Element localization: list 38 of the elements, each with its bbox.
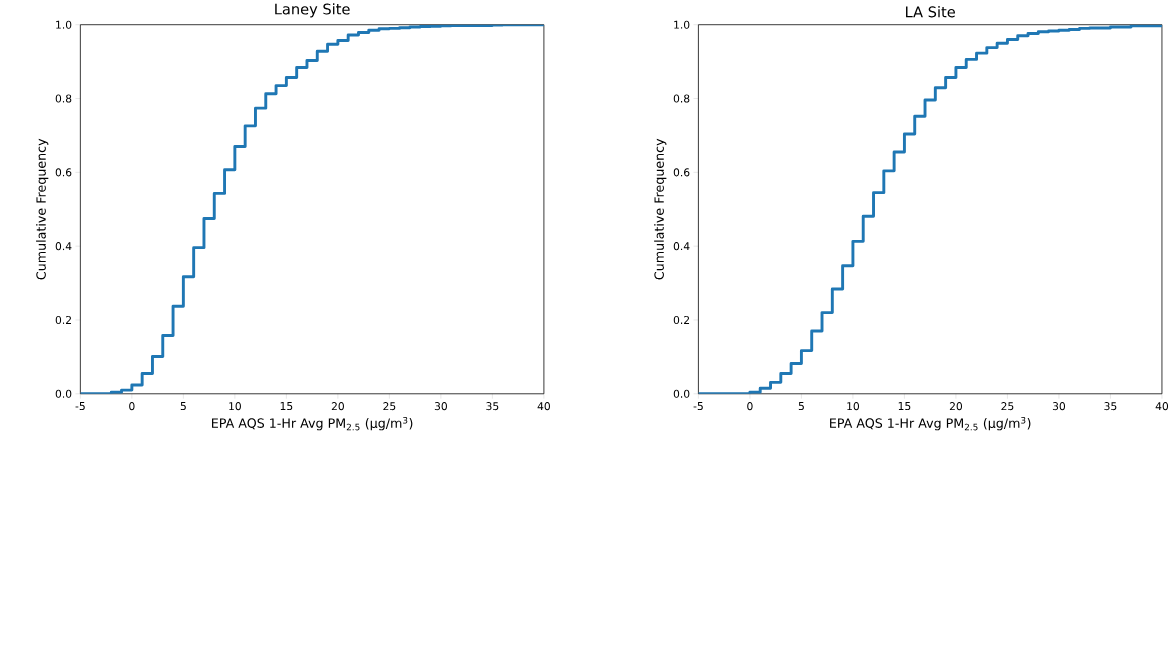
x-tick-label: 10 (229, 402, 241, 411)
y-tick-label: 0.4 (55, 242, 72, 251)
y-tick-label: 0.4 (673, 242, 690, 251)
y-tick-label: 0.8 (55, 94, 72, 103)
x-tick-label: 30 (434, 402, 447, 411)
x-tick-label: 35 (486, 402, 499, 411)
chart-title: LA Site (906, 6, 955, 18)
x-tick-label: 30 (1052, 402, 1066, 411)
x-tick-label: 20 (949, 402, 963, 411)
x-tick-label: 15 (898, 402, 911, 411)
chart-title: Laney Site (275, 3, 350, 18)
x-tick-label: 5 (180, 402, 186, 411)
x-tick-label: -5 (693, 402, 703, 411)
y-axis-title: Cumulative Frequency (654, 138, 667, 280)
y-axis-title: Cumulative Frequency (36, 138, 49, 280)
x-axis-title: EPA AQS 1-Hr Avg PM$_{2.5}$ (µg/m$^{3}$) (830, 416, 1031, 431)
x-tick-label: 25 (383, 402, 396, 411)
y-tick-label: 0.6 (55, 168, 72, 177)
y-tick-label: 1.0 (56, 20, 72, 29)
y-tick-label: 1.0 (674, 20, 690, 29)
x-tick-label: 10 (847, 402, 860, 411)
y-tick-label: 0.0 (673, 389, 690, 398)
y-tick-label: 0.2 (55, 316, 71, 325)
x-tick-label: -5 (75, 402, 85, 411)
x-tick-label: 20 (331, 402, 344, 411)
x-tick-label: 15 (280, 402, 293, 411)
x-tick-label: 25 (1001, 402, 1014, 411)
x-tick-label: 40 (537, 402, 550, 411)
x-tick-label: 0 (129, 402, 135, 411)
y-tick-label: 0.8 (673, 94, 690, 103)
x-tick-label: 40 (1155, 402, 1169, 411)
x-tick-label: 5 (798, 402, 804, 411)
y-tick-label: 0.6 (673, 168, 690, 177)
y-tick-label: 0.0 (55, 389, 72, 398)
x-tick-label: 35 (1104, 402, 1117, 411)
y-tick-label: 0.2 (673, 316, 690, 325)
x-axis-title: EPA AQS 1-Hr Avg PM$_{2.5}$ (µg/m$^{3}$) (212, 416, 413, 431)
x-tick-label: 0 (747, 402, 753, 411)
